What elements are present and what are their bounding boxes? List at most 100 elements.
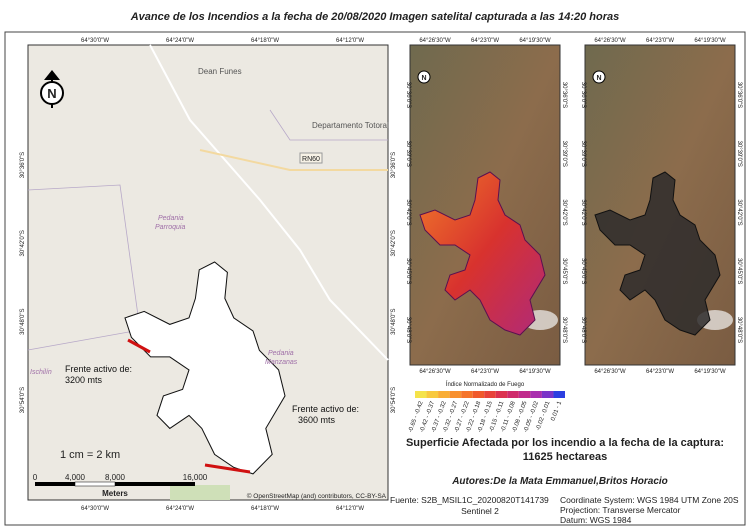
active-front xyxy=(204,463,251,474)
coord-label: 64°24'0"W xyxy=(166,506,194,512)
coord-label: 64°26'30"W xyxy=(594,369,626,375)
coord-label: 30°42'0"S xyxy=(561,199,567,225)
place-label: Manzanas xyxy=(265,359,298,366)
scale-bar xyxy=(35,481,195,487)
place-label: Parroquia xyxy=(155,224,185,231)
coord-label: 30°54'0"S xyxy=(20,387,26,413)
coord-label: 30°48'0"S xyxy=(20,308,26,334)
legend-swatch xyxy=(553,391,565,398)
coord-label: 30°39'0"S xyxy=(561,141,567,167)
coord-label: 30°45'0"S xyxy=(561,258,567,284)
authors: Autores:De la Mata Emmanuel,Britos Horac… xyxy=(451,476,668,487)
scale-tick: 16,000 xyxy=(183,473,208,482)
scale-unit: Meters xyxy=(102,489,128,498)
svg-text:N: N xyxy=(596,75,601,82)
coord-label: 30°45'0"S xyxy=(580,258,586,284)
scale-text: 1 cm = 2 km xyxy=(60,449,120,461)
legend-swatch xyxy=(530,391,542,398)
active-front xyxy=(127,338,151,354)
coord-label: 30°54'0"S xyxy=(391,387,397,413)
svg-text:N: N xyxy=(421,75,426,82)
coord-label: 30°48'0"S xyxy=(391,308,397,334)
coord-label: 30°48'0"S xyxy=(405,317,411,343)
source: Fuente: S2B_MSIL1C_20200820T141739 xyxy=(390,495,549,505)
annotation: Frente activo de: xyxy=(65,364,132,374)
road xyxy=(199,149,388,171)
legend-swatch xyxy=(426,391,439,398)
coord-label: 64°23'0"W xyxy=(646,38,674,44)
coord-label: 64°18'0"W xyxy=(251,506,279,512)
legend-swatch xyxy=(495,391,508,398)
coord-label: 64°12'0"W xyxy=(336,506,364,512)
place-label: Dean Funes xyxy=(198,67,242,76)
legend-swatch xyxy=(461,391,473,398)
svg-text:N: N xyxy=(47,86,56,101)
coord-label: 30°36'0"S xyxy=(736,82,742,108)
legend-swatch xyxy=(415,391,427,398)
coord-label: 30°39'0"S xyxy=(405,141,411,167)
source: Sentinel 2 xyxy=(461,506,499,516)
legend-title: Índice Normalizado de Fuego xyxy=(446,381,525,388)
coord-label: 30°48'0"S xyxy=(736,317,742,343)
coord-label: 30°36'0"S xyxy=(391,152,397,178)
crs: Datum: WGS 1984 xyxy=(560,515,632,525)
legend-swatch xyxy=(541,391,554,398)
legend-swatch xyxy=(507,391,519,398)
area-value: 11625 hectareas xyxy=(523,451,607,463)
coord-label: 30°36'0"S xyxy=(561,82,567,108)
coord-label: 30°42'0"S xyxy=(736,199,742,225)
coord-label: 30°36'0"S xyxy=(580,82,586,108)
coord-label: 30°42'0"S xyxy=(405,199,411,225)
legend-swatch xyxy=(438,391,450,398)
scale-tick: 0 xyxy=(33,473,38,482)
scale-tick: 4,000 xyxy=(65,473,86,482)
coord-label: 64°23'0"W xyxy=(646,369,674,375)
area-text: Superficie Afectada por los incendio a l… xyxy=(406,437,724,449)
coord-label: 30°42'0"S xyxy=(391,230,397,256)
coord-label: 64°23'0"W xyxy=(471,369,499,375)
legend-swatch xyxy=(449,391,462,398)
coord-label: 30°36'0"S xyxy=(20,152,26,178)
coord-label: 30°36'0"S xyxy=(405,82,411,108)
crs: Projection: Transverse Mercator xyxy=(560,505,681,515)
coord-label: 64°18'0"W xyxy=(251,38,279,44)
legend-swatch xyxy=(484,391,496,398)
crs: Coordinate System: WGS 1984 UTM Zone 20S xyxy=(560,495,739,505)
coord-label: 64°24'0"W xyxy=(166,38,194,44)
place-label: Pedania xyxy=(268,350,294,357)
annotation: Frente activo de: xyxy=(292,404,359,414)
coord-label: 64°26'30"W xyxy=(419,38,451,44)
coord-label: 64°19'30"W xyxy=(694,38,726,44)
coord-label: 30°45'0"S xyxy=(736,258,742,284)
coord-label: 64°19'30"W xyxy=(519,369,551,375)
boundary xyxy=(27,184,141,351)
annotation: 3600 mts xyxy=(298,415,336,425)
coord-label: 30°39'0"S xyxy=(580,141,586,167)
coord-label: 30°39'0"S xyxy=(736,141,742,167)
coord-label: 64°26'30"W xyxy=(594,38,626,44)
coord-label: 64°30'0"W xyxy=(81,38,109,44)
north-arrow: N N xyxy=(417,70,606,84)
coord-label: 64°19'30"W xyxy=(694,369,726,375)
annotation: 3200 mts xyxy=(65,375,103,385)
coord-label: 64°26'30"W xyxy=(419,369,451,375)
road-label: RN60 xyxy=(302,156,320,163)
title: Avance de los Incendios a la fecha de 20… xyxy=(130,11,620,23)
place-label: Departamento Totoral xyxy=(312,121,389,130)
coord-label: 30°45'0"S xyxy=(405,258,411,284)
legend-swatch xyxy=(472,391,485,398)
boundary xyxy=(269,109,388,141)
coord-label: 30°48'0"S xyxy=(580,317,586,343)
scale-tick: 8,000 xyxy=(105,473,126,482)
road-shield xyxy=(299,152,323,164)
coord-label: 64°12'0"W xyxy=(336,38,364,44)
legend-swatch xyxy=(518,391,531,398)
coord-label: 30°48'0"S xyxy=(561,317,567,343)
coord-label: 30°42'0"S xyxy=(580,199,586,225)
coord-label: 64°23'0"W xyxy=(471,38,499,44)
place-label: Pedania xyxy=(158,215,184,222)
coord-label: 64°30'0"W xyxy=(81,506,109,512)
park xyxy=(170,485,230,500)
place-label: Ischilín xyxy=(30,369,52,376)
